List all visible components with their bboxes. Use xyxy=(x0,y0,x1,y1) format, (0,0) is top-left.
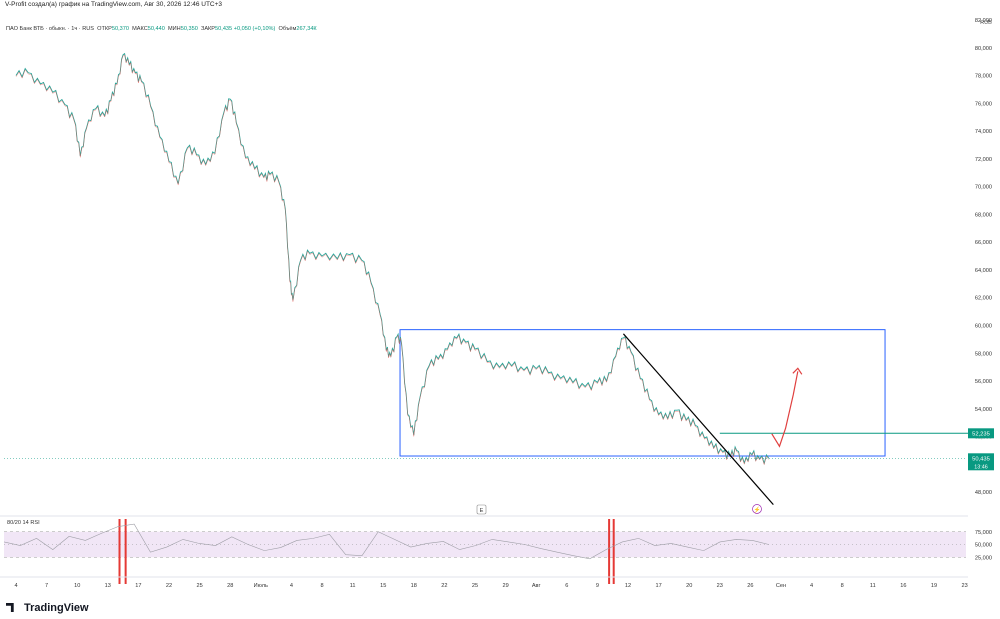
legend-high-label: МАКС xyxy=(132,26,148,32)
chart-caption: V-Profit создал(а) график на TradingView… xyxy=(5,1,223,8)
x-tick-label: 22 xyxy=(441,583,447,589)
x-tick-label: 18 xyxy=(411,583,417,589)
x-tick-label: Июль xyxy=(254,583,268,589)
level-tag-bg xyxy=(968,428,994,439)
x-tick-label: 22 xyxy=(166,583,172,589)
x-tick-label: 23 xyxy=(717,583,723,589)
footer xyxy=(0,597,1000,619)
y-tick-label: 62,000 xyxy=(975,296,992,302)
legend-low-label: МИН xyxy=(167,26,181,32)
x-tick-label: 9 xyxy=(596,583,599,589)
legend-high: 50,440 xyxy=(147,26,165,32)
countdown-text: 13:46 xyxy=(974,464,988,470)
x-tick-label: 26 xyxy=(747,583,753,589)
x-tick-label: 17 xyxy=(135,583,141,589)
last-tag-bg xyxy=(968,453,994,471)
x-tick-label: 11 xyxy=(870,583,876,589)
x-tick-label: 6 xyxy=(565,583,568,589)
last-tag-text: 50,435 xyxy=(972,456,990,462)
y-tick-label: 82,000 xyxy=(975,18,992,24)
dividend-icon: ⚡ xyxy=(754,506,761,514)
rsi-overbought-marker xyxy=(612,519,615,584)
y-tick-label: 68,000 xyxy=(975,212,992,218)
x-tick-label: 12 xyxy=(625,583,631,589)
y-tick-label: 64,000 xyxy=(975,268,992,274)
x-tick-label: 20 xyxy=(686,583,692,589)
x-tick-label: 29 xyxy=(502,583,508,589)
price-series-up xyxy=(15,52,770,466)
price-series-down xyxy=(15,54,769,466)
earnings-marker-letter: E xyxy=(480,508,484,514)
x-tick-label: 25 xyxy=(196,583,202,589)
level-tag-text: 52,235 xyxy=(972,431,990,437)
level-price-tag: 52,235 xyxy=(968,428,994,439)
ohlc-legend: ПАО Банк ВТБ · обыкн. · 1ч · RUS ОТКР50,… xyxy=(6,26,317,32)
y-tick-label: 72,000 xyxy=(975,157,992,163)
tradingview-brand: TradingView xyxy=(24,602,89,614)
rsi-overbought-marker xyxy=(118,519,121,584)
projection-arrowhead xyxy=(792,367,803,375)
x-tick-label: Сен xyxy=(776,583,786,589)
rsi-tick-label: 75,000 xyxy=(975,530,992,536)
y-tick-label: 60,000 xyxy=(975,323,992,329)
legend-open: 50,370 xyxy=(111,26,130,32)
x-tick-label: 17 xyxy=(655,583,661,589)
x-tick-label: 13 xyxy=(105,583,111,589)
projection-curve xyxy=(771,371,799,448)
earnings-marker: E xyxy=(476,504,487,515)
x-tick-label: 11 xyxy=(350,583,356,589)
x-tick-label: 19 xyxy=(931,583,937,589)
legend-low: 50,350 xyxy=(180,26,198,32)
x-tick-label: 8 xyxy=(841,583,844,589)
x-tick-label: 4 xyxy=(810,583,813,589)
y-tick-label: 48,000 xyxy=(975,490,992,496)
range-box xyxy=(399,329,886,457)
dividend-marker-circle xyxy=(752,504,762,514)
rsi-tick-label: 50,000 xyxy=(975,543,992,549)
x-tick-label: 10 xyxy=(74,583,80,589)
rsi-overbought-marker xyxy=(124,519,127,584)
currency-label: RUB xyxy=(980,20,992,26)
y-tick-label: 56,000 xyxy=(975,379,992,385)
legend-change: +0,050 (+0,10%) xyxy=(233,26,276,32)
x-tick-label: 8 xyxy=(320,583,323,589)
y-tick-label: 58,000 xyxy=(975,351,992,357)
x-tick-label: 4 xyxy=(14,583,17,589)
y-tick-label: 54,000 xyxy=(975,407,992,413)
trendline xyxy=(622,333,774,506)
y-tick-label: 66,000 xyxy=(975,240,992,246)
x-tick-label: 15 xyxy=(380,583,386,589)
rsi-overbought-marker xyxy=(608,519,611,584)
legend-volume-label: Объём xyxy=(278,26,297,32)
chart-area[interactable]: RUB 82,000 80,000 78,000 76,000 74,000 72,000 7… xyxy=(0,12,1000,597)
x-tick-label: 16 xyxy=(900,583,906,589)
tv-logo-icon xyxy=(6,603,14,612)
legend-symbol: ПАО Банк ВТБ · обыкн. · 1ч · RUS xyxy=(6,26,95,32)
earnings-marker-box xyxy=(476,504,487,515)
x-tick-label: 28 xyxy=(227,583,233,589)
y-tick-label: 70,000 xyxy=(975,185,992,191)
last-price-tag: 50,435 13:46 xyxy=(968,453,994,471)
legend-volume: 267,34К xyxy=(296,26,317,32)
legend-open-label: ОТКР xyxy=(97,26,112,32)
x-tick-label: 25 xyxy=(472,583,478,589)
top-caption-bar: V-Profit создал(а) график на TradingView… xyxy=(0,0,1000,12)
x-tick-label: Авг xyxy=(532,583,541,589)
y-tick-label: 78,000 xyxy=(975,74,992,80)
x-tick-label: 4 xyxy=(290,583,293,589)
rsi-tick-label: 25,000 xyxy=(975,555,992,561)
y-tick-label: 74,000 xyxy=(975,129,992,135)
y-tick-label: 76,000 xyxy=(975,101,992,107)
legend-close-label: ЗАКР xyxy=(200,26,216,32)
legend-close: 50,435 xyxy=(215,26,233,32)
tradingview-logo[interactable]: TradingView xyxy=(6,602,89,614)
x-tick-label: 23 xyxy=(961,583,967,589)
rsi-label: 80/20 14 RSI xyxy=(7,520,40,526)
y-tick-label: 80,000 xyxy=(975,46,992,52)
dividend-marker: ⚡ xyxy=(752,504,762,514)
rsi-line xyxy=(3,523,769,560)
x-tick-label: 7 xyxy=(45,583,48,589)
